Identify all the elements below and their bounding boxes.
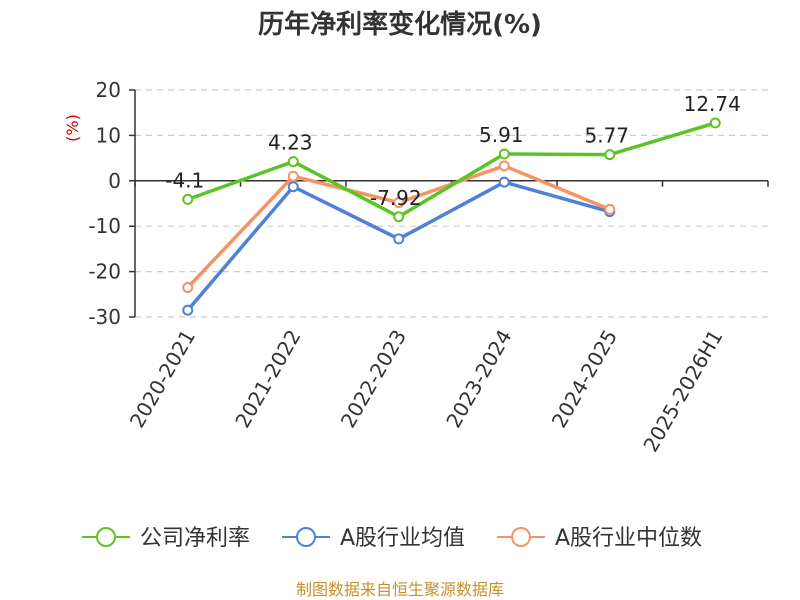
legend-item[interactable]: A股行业中位数: [497, 526, 702, 551]
y-tick-label: 20: [96, 78, 121, 102]
data-point[interactable]: [498, 148, 510, 160]
legend-label: A股行业均值: [340, 526, 465, 551]
x-tick-label: 2020-2021: [125, 326, 200, 432]
data-point[interactable]: [182, 193, 194, 205]
axes: [129, 89, 769, 318]
x-tick-label: 2023-2024: [441, 326, 516, 432]
legend-marker: [96, 527, 116, 547]
series-lines: [182, 117, 721, 316]
chart-title: 历年净利率变化情况(%): [258, 9, 542, 40]
grid-lines: [135, 89, 768, 318]
series-line: [186, 121, 717, 219]
y-tick-label: 0: [108, 169, 121, 193]
x-tick-label: 2021-2022: [230, 326, 305, 432]
data-point[interactable]: [393, 197, 405, 209]
data-point[interactable]: [182, 304, 194, 316]
data-label: 5.77: [584, 124, 629, 148]
data-label: -4.1: [165, 168, 204, 192]
y-tick-label: -10: [88, 214, 121, 238]
legend-item[interactable]: A股行业均值: [282, 526, 465, 551]
data-point[interactable]: [287, 170, 299, 182]
legend-label: A股行业中位数: [555, 526, 702, 551]
y-axis-unit: (%): [63, 114, 82, 142]
legend-item[interactable]: 公司净利率: [82, 526, 250, 551]
data-point[interactable]: [393, 233, 405, 245]
legend[interactable]: 公司净利率 A股行业均值 A股行业中位数: [82, 526, 702, 551]
y-tick-label: -20: [88, 260, 121, 284]
legend-marker: [296, 527, 316, 547]
data-label: 4.23: [268, 131, 313, 155]
legend-label: 公司净利率: [140, 526, 250, 551]
source-note: 制图数据来自恒生聚源数据库: [296, 580, 504, 599]
x-tick-label: 2024-2025: [547, 326, 622, 432]
legend-marker: [511, 527, 531, 547]
data-point[interactable]: [287, 156, 299, 168]
data-point[interactable]: [709, 117, 721, 129]
y-tick-label: -30: [88, 305, 121, 329]
data-point[interactable]: [182, 281, 194, 293]
data-labels: -4.1 4.23 -7.92 5.91 5.77 12.74: [165, 92, 741, 210]
x-tick-label: 2022-2023: [336, 326, 411, 432]
data-point[interactable]: [498, 176, 510, 188]
x-tick-label: 2025-2026H1: [638, 326, 727, 456]
data-label: 12.74: [684, 92, 741, 116]
data-point[interactable]: [287, 181, 299, 193]
y-tick-labels: 20 10 0 -10 -20 -30: [88, 78, 121, 329]
data-point[interactable]: [604, 203, 616, 215]
y-tick-label: 10: [96, 123, 121, 147]
data-point[interactable]: [604, 149, 616, 161]
data-label: -7.92: [370, 186, 422, 210]
data-point[interactable]: [393, 211, 405, 223]
x-tick-labels: 2020-2021 2021-2022 2022-2023 2023-2024 2024…: [125, 326, 728, 456]
data-label: 5.91: [479, 123, 524, 147]
data-point[interactable]: [498, 160, 510, 172]
